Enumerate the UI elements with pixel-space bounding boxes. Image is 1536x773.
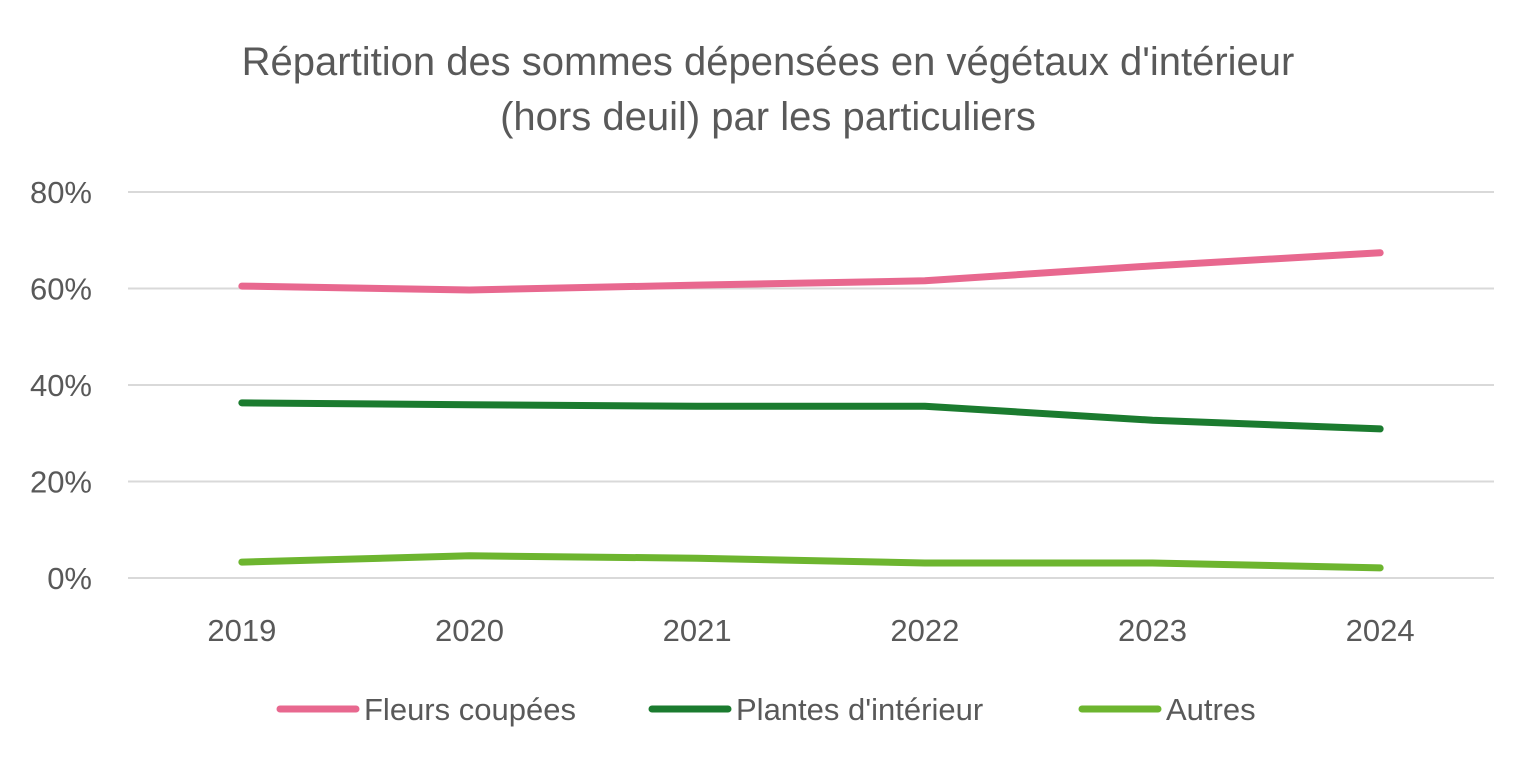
- y-tick-label: 40%: [30, 368, 92, 403]
- legend-label: Autres: [1166, 692, 1256, 727]
- y-tick-label: 80%: [30, 175, 92, 210]
- legend-label: Fleurs coupées: [364, 692, 576, 727]
- gridlines: [128, 191, 1494, 579]
- x-tick-label: 2019: [207, 613, 276, 648]
- series-lines: [238, 249, 1384, 572]
- y-tick-label: 60%: [30, 272, 92, 307]
- x-tick-label: 2024: [1346, 613, 1415, 648]
- y-tick-label: 0%: [47, 561, 92, 596]
- x-tick-label: 2020: [435, 613, 504, 648]
- legend: Fleurs coupées Plantes d'intérieur Autres: [276, 692, 1256, 727]
- x-tick-label: 2022: [890, 613, 959, 648]
- x-tick-label: 2023: [1118, 613, 1187, 648]
- chart-title-line-2: (hors deuil) par les particuliers: [500, 95, 1036, 139]
- x-tick-label: 2021: [663, 613, 732, 648]
- series-line-0: [238, 249, 1384, 294]
- y-tick-label: 20%: [30, 465, 92, 500]
- chart-title-line-1: Répartition des sommes dépensées en végé…: [242, 40, 1295, 84]
- series-line-2: [238, 552, 1384, 572]
- legend-label: Plantes d'intérieur: [736, 692, 983, 727]
- x-axis: 2019 2020 2021 2022 2023 2024: [207, 613, 1414, 648]
- series-line-1: [238, 399, 1384, 433]
- y-axis: 0% 20% 40% 60% 80%: [30, 175, 92, 596]
